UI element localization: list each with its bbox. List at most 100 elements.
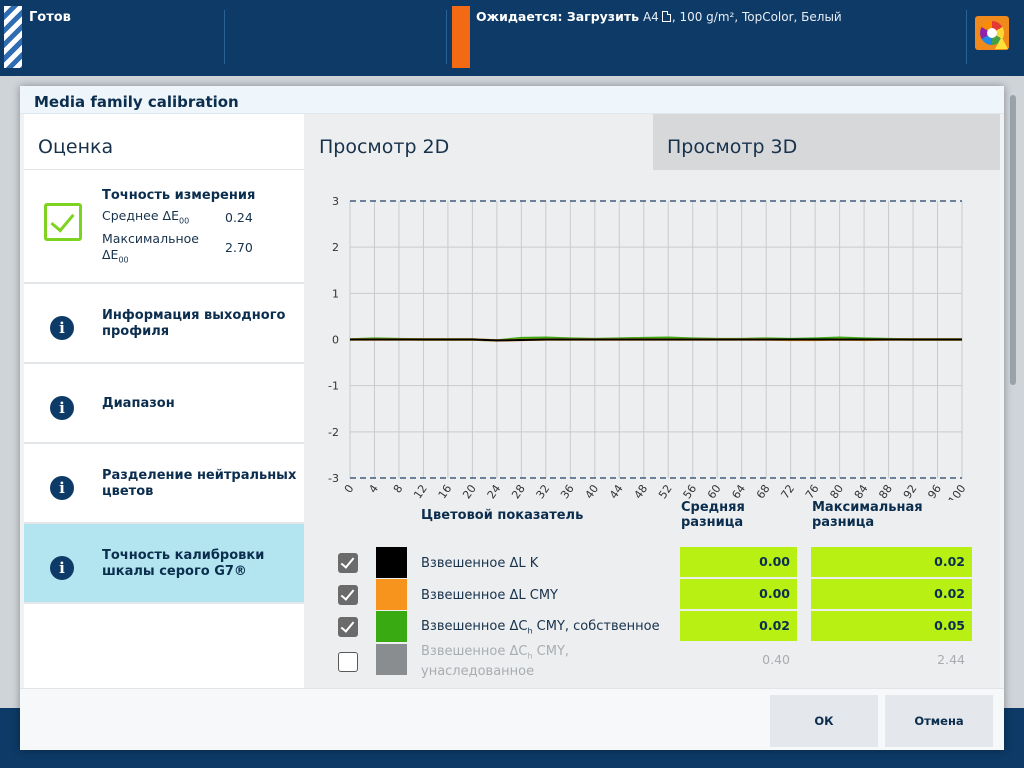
check-icon <box>44 203 82 241</box>
average-diff-cell: 0.40 <box>762 652 790 667</box>
maximum-diff-cell: 2.44 <box>937 652 965 667</box>
x-tick-label: 44 <box>607 482 626 500</box>
x-tick-label: 12 <box>411 482 430 500</box>
gamut-item[interactable]: i Диапазон <box>24 364 304 444</box>
dialog-footer: ОК Отмена <box>20 688 1004 750</box>
table-row-clip: Взвешенное ΔCh CMY, унаследованное 0.40 2… <box>304 640 1000 688</box>
maximum-diff-cell: 0.02 <box>811 579 972 609</box>
maximum-de-label: Максимальное ΔE00 <box>102 231 199 265</box>
tab-view-3d[interactable]: Просмотр 3D <box>653 114 1000 170</box>
indicator-label: Взвешенное ΔL K <box>421 556 539 571</box>
dialog-title: Media family calibration <box>34 93 239 111</box>
printer-status-text: Готов <box>29 10 71 25</box>
accuracy-title: Точность измерения <box>102 188 256 203</box>
x-tick-label: 92 <box>901 482 920 500</box>
x-tick-label: 16 <box>436 482 455 500</box>
tab-view-2d[interactable]: Просмотр 2D <box>304 114 653 170</box>
info-icon: i <box>50 476 74 500</box>
tab-label: Просмотр 3D <box>667 136 798 158</box>
background-scrollbar[interactable] <box>1010 95 1016 385</box>
x-tick-label: 48 <box>632 482 651 500</box>
document-icon <box>661 11 671 22</box>
indicator-label: Взвешенное ΔCh CMY, собственное <box>421 619 660 636</box>
measurement-accuracy-item[interactable]: Точность измерения Среднее ΔE00 0.24 Мак… <box>24 170 304 284</box>
x-tick-label: 56 <box>680 482 699 500</box>
y-tick-label: 1 <box>332 287 339 300</box>
indicator-label: Взвешенное ΔCh CMY, унаследованное <box>421 644 570 679</box>
y-tick-label: -2 <box>328 426 339 439</box>
y-tick-label: 3 <box>332 195 339 208</box>
info-icon: i <box>50 316 74 340</box>
x-tick-label: 28 <box>509 482 528 500</box>
x-tick-label: 96 <box>925 482 944 500</box>
view-2d-content: 0 4 8 12 16 20 24 28 32 36 40 44 48 52 56 60 64 68 72 76 80 8… <box>304 170 1000 688</box>
x-tick-label: 100 <box>946 482 969 500</box>
x-tick-label: 36 <box>558 482 577 500</box>
average-diff-cell: 0.02 <box>680 611 797 641</box>
row-checkbox[interactable] <box>338 585 358 605</box>
color-warning-icon[interactable] <box>975 16 1009 50</box>
x-tick-label: 8 <box>391 482 406 495</box>
tab-label: Просмотр 2D <box>319 136 450 158</box>
info-icon: i <box>50 556 74 580</box>
y-tick-label: -1 <box>328 380 339 393</box>
y-tick-label: 2 <box>332 241 339 254</box>
color-swatch <box>376 547 407 578</box>
average-diff-cell: 0.00 <box>680 547 797 577</box>
x-tick-label: 32 <box>534 482 553 500</box>
column-header-average: Средняя разница <box>681 500 745 530</box>
color-wheel-hub <box>987 28 997 38</box>
average-diff-cell: 0.00 <box>680 579 797 609</box>
row-checkbox[interactable] <box>338 617 358 637</box>
top-status-bar: Готов Ожидается: Загрузить A4 , 100 g/m²,… <box>0 0 1024 76</box>
x-tick-label: 40 <box>583 482 602 500</box>
x-tick-label: 20 <box>460 482 479 500</box>
paper-details: , 100 g/m², TopColor, Белый <box>671 10 842 24</box>
indicator-label: Взвешенное ΔL CMY <box>421 588 558 603</box>
color-swatch <box>376 611 407 642</box>
item-label: Диапазон <box>102 396 175 411</box>
item-label: Разделение нейтральных цветов <box>102 468 297 499</box>
series-line <box>350 338 962 342</box>
x-tick-label: 24 <box>485 482 504 500</box>
divider <box>446 10 447 64</box>
divider <box>224 10 225 64</box>
ok-button[interactable]: ОК <box>770 695 878 747</box>
x-tick-label: 68 <box>754 482 773 500</box>
waiting-label: Ожидается: Загрузить <box>476 9 639 24</box>
x-tick-label: 80 <box>827 482 846 500</box>
x-tick-label: 64 <box>729 482 748 500</box>
printer-status-stripe-icon <box>4 6 22 68</box>
column-header-indicator: Цветовой показатель <box>421 508 584 523</box>
evaluation-header: Оценка <box>24 114 304 170</box>
item-label: Информация выходного профиля <box>102 308 286 339</box>
row-checkbox[interactable] <box>338 652 358 672</box>
g7-grayscale-accuracy-item[interactable]: i Точность калибровки шкалы серого G7® <box>24 524 304 604</box>
output-profile-info-item[interactable]: i Информация выходного профиля <box>24 284 304 364</box>
x-tick-label: 60 <box>705 482 724 500</box>
divider <box>966 10 967 64</box>
x-tick-label: 88 <box>876 482 895 500</box>
x-tick-label: 0 <box>342 482 357 495</box>
maximum-diff-cell: 0.02 <box>811 547 972 577</box>
dialog-title-bar: Media family calibration <box>20 86 1004 114</box>
row-checkbox[interactable] <box>338 553 358 573</box>
color-swatch <box>376 579 407 610</box>
neutral-separation-item[interactable]: i Разделение нейтральных цветов <box>24 444 304 524</box>
y-tick-label: -3 <box>328 472 339 485</box>
evaluation-panel: Оценка Точность измерения Среднее ΔE00 0… <box>24 114 304 688</box>
calibration-dialog: Media family calibration Оценка Точность… <box>20 86 1004 750</box>
x-tick-label: 4 <box>366 482 381 495</box>
cancel-button[interactable]: Отмена <box>885 695 993 747</box>
maximum-diff-cell: 0.05 <box>811 611 972 641</box>
waiting-message[interactable]: Ожидается: Загрузить A4 , 100 g/m², TopCo… <box>476 9 842 24</box>
x-tick-label: 52 <box>656 482 675 500</box>
evaluation-title: Оценка <box>38 136 114 158</box>
info-icon: i <box>50 396 74 420</box>
g7-chart: 0 4 8 12 16 20 24 28 32 36 40 44 48 52 56 60 64 68 72 76 80 8… <box>328 195 969 500</box>
x-tick-label: 76 <box>803 482 822 500</box>
x-tick-label: 84 <box>852 482 871 500</box>
x-tick-label: 72 <box>778 482 797 500</box>
maximum-de-value: 2.70 <box>225 240 253 255</box>
item-label: Точность калибровки шкалы серого G7® <box>102 548 265 579</box>
